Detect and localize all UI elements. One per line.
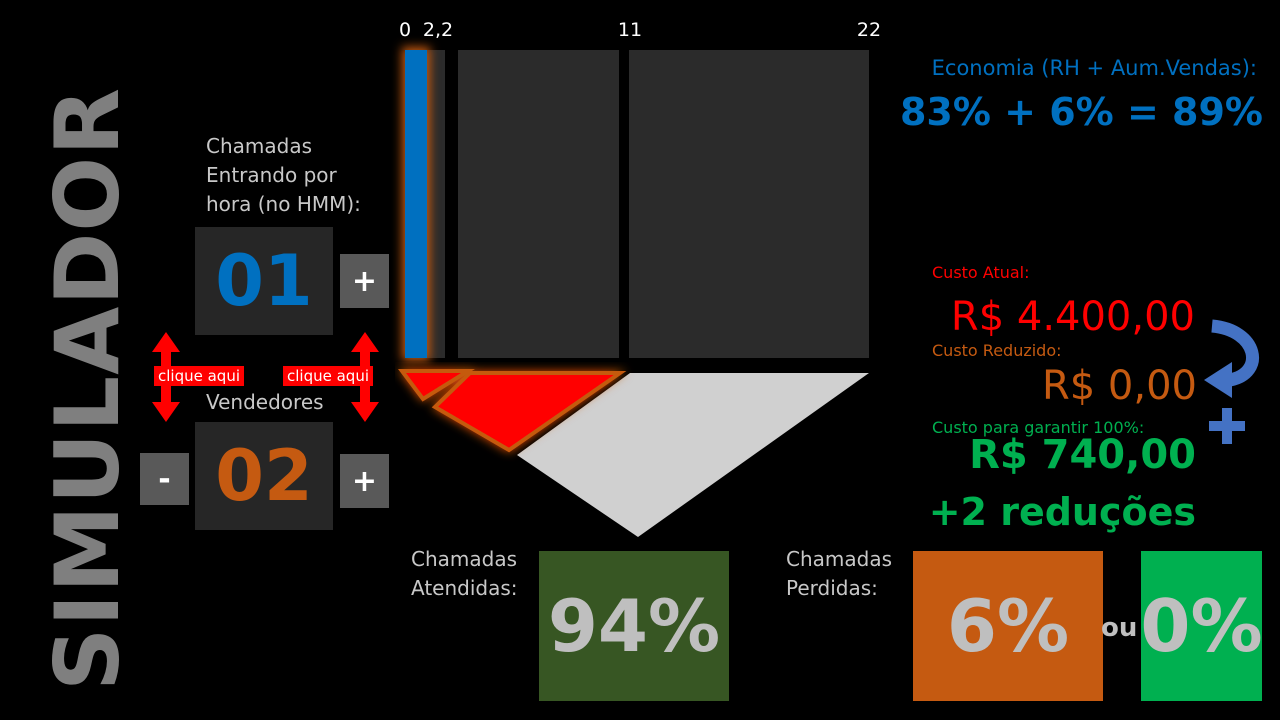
funnel-red-small-segment bbox=[398, 369, 475, 402]
reductions-text: +2 reduções bbox=[928, 490, 1196, 534]
guarantee-cost-label: Custo para garantir 100%: bbox=[932, 418, 1145, 437]
answered-value: 94% bbox=[539, 551, 729, 701]
lost-label: Chamadas Perdidas: bbox=[786, 545, 892, 603]
guarantee-cost-value: R$ 740,00 bbox=[969, 432, 1196, 478]
sellers-plus-button[interactable]: + bbox=[340, 454, 389, 508]
scale-tick-22: 22 bbox=[856, 19, 882, 41]
scale-tick-0: 0 bbox=[398, 19, 412, 41]
economy-value: 83% + 6% = 89% bbox=[899, 90, 1263, 134]
capacity-bar-medium bbox=[458, 50, 619, 358]
answered-label: Chamadas Atendidas: bbox=[411, 545, 518, 603]
calls-value: 01 bbox=[195, 227, 333, 335]
economy-label: Economia (RH + Aum.Vendas): bbox=[931, 56, 1257, 80]
scale-tick-11: 11 bbox=[617, 19, 643, 41]
scale-tick-2-2: 2,2 bbox=[422, 19, 454, 41]
sellers-label: Vendedores bbox=[206, 390, 324, 414]
calls-label-line1: Chamadas bbox=[206, 134, 313, 158]
lost-label-line2: Perdidas: bbox=[786, 576, 878, 600]
answered-label-line1: Chamadas bbox=[411, 547, 518, 571]
sellers-minus-button[interactable]: - bbox=[140, 453, 189, 505]
reduced-cost-value: R$ 0,00 bbox=[1041, 363, 1197, 409]
current-cost-value: R$ 4.400,00 bbox=[950, 294, 1195, 340]
funnel-grey-segment bbox=[517, 373, 869, 537]
click-hint-right[interactable]: clique aqui bbox=[283, 366, 373, 386]
reduced-cost-label: Custo Reduzido: bbox=[932, 341, 1062, 360]
simulator-title: SIMULADOR bbox=[36, 87, 139, 691]
funnel-graphic bbox=[398, 369, 869, 537]
lost-value: 6% bbox=[913, 551, 1103, 701]
calls-label: Chamadas Entrando por hora (no HMM): bbox=[206, 132, 361, 219]
incoming-calls-bar bbox=[405, 50, 427, 358]
capacity-bar-small bbox=[427, 50, 445, 358]
curved-arrow-icon bbox=[1204, 319, 1259, 444]
calls-label-line3: hora (no HMM): bbox=[206, 192, 361, 216]
lost-alt-value: 0% bbox=[1140, 551, 1263, 701]
lost-label-line1: Chamadas bbox=[786, 547, 893, 571]
capacity-bar-large bbox=[629, 50, 869, 358]
click-hint-left[interactable]: clique aqui bbox=[154, 366, 244, 386]
answered-label-line2: Atendidas: bbox=[411, 576, 518, 600]
funnel-red-large-segment bbox=[431, 371, 627, 453]
calls-label-line2: Entrando por bbox=[206, 163, 337, 187]
calls-plus-button[interactable]: + bbox=[340, 254, 389, 308]
or-text: ou bbox=[1101, 613, 1138, 643]
current-cost-label: Custo Atual: bbox=[932, 263, 1030, 282]
sellers-value: 02 bbox=[195, 422, 333, 530]
